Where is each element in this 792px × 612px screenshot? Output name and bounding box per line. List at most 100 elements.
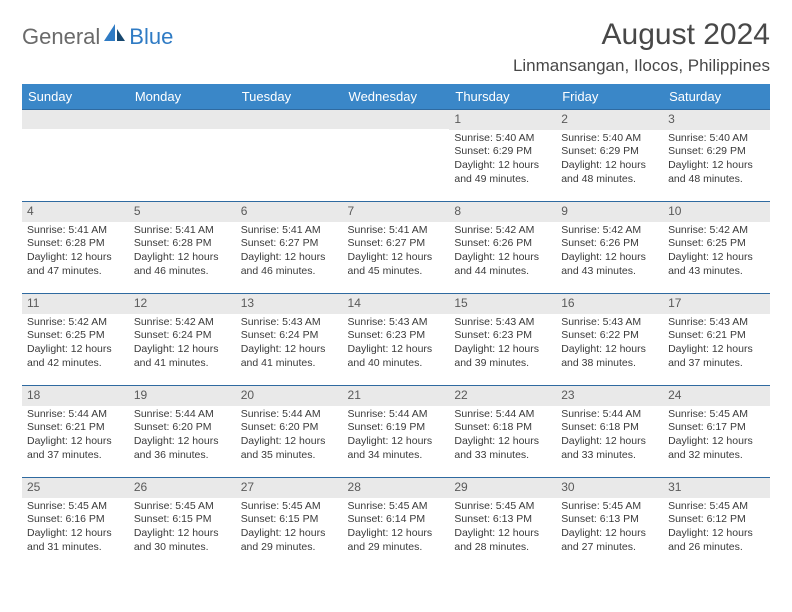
calendar-week-row: 18Sunrise: 5:44 AMSunset: 6:21 PMDayligh…	[22, 386, 770, 478]
day-content: Sunrise: 5:44 AMSunset: 6:20 PMDaylight:…	[236, 406, 343, 466]
calendar-day-cell: 10Sunrise: 5:42 AMSunset: 6:25 PMDayligh…	[663, 202, 770, 294]
sunrise-line: Sunrise: 5:44 AM	[561, 408, 658, 422]
calendar-day-cell: 14Sunrise: 5:43 AMSunset: 6:23 PMDayligh…	[343, 294, 450, 386]
calendar-week-row: 25Sunrise: 5:45 AMSunset: 6:16 PMDayligh…	[22, 478, 770, 570]
page-title: August 2024	[513, 18, 770, 52]
daylight-line: Daylight: 12 hours and 26 minutes.	[668, 527, 765, 554]
day-number: 4	[22, 202, 129, 222]
day-number: 2	[556, 110, 663, 130]
day-content: Sunrise: 5:41 AMSunset: 6:28 PMDaylight:…	[22, 222, 129, 282]
sunset-line: Sunset: 6:21 PM	[668, 329, 765, 343]
daylight-line: Daylight: 12 hours and 30 minutes.	[134, 527, 231, 554]
day-number: 19	[129, 386, 236, 406]
calendar-day-cell	[236, 110, 343, 202]
calendar-day-cell: 8Sunrise: 5:42 AMSunset: 6:26 PMDaylight…	[449, 202, 556, 294]
day-content: Sunrise: 5:43 AMSunset: 6:24 PMDaylight:…	[236, 314, 343, 374]
sunrise-line: Sunrise: 5:42 AM	[668, 224, 765, 238]
calendar-day-cell: 26Sunrise: 5:45 AMSunset: 6:15 PMDayligh…	[129, 478, 236, 570]
day-number: 14	[343, 294, 450, 314]
sunrise-line: Sunrise: 5:40 AM	[668, 132, 765, 146]
day-number: 6	[236, 202, 343, 222]
sunrise-line: Sunrise: 5:45 AM	[27, 500, 124, 514]
day-content: Sunrise: 5:44 AMSunset: 6:18 PMDaylight:…	[449, 406, 556, 466]
sunrise-line: Sunrise: 5:44 AM	[241, 408, 338, 422]
daylight-line: Daylight: 12 hours and 37 minutes.	[27, 435, 124, 462]
daylight-line: Daylight: 12 hours and 43 minutes.	[668, 251, 765, 278]
sunrise-line: Sunrise: 5:41 AM	[27, 224, 124, 238]
day-number: 15	[449, 294, 556, 314]
day-number: 9	[556, 202, 663, 222]
sunrise-line: Sunrise: 5:42 AM	[454, 224, 551, 238]
day-number: 3	[663, 110, 770, 130]
day-content: Sunrise: 5:45 AMSunset: 6:16 PMDaylight:…	[22, 498, 129, 558]
daylight-line: Daylight: 12 hours and 44 minutes.	[454, 251, 551, 278]
calendar-day-cell: 4Sunrise: 5:41 AMSunset: 6:28 PMDaylight…	[22, 202, 129, 294]
daylight-line: Daylight: 12 hours and 45 minutes.	[348, 251, 445, 278]
daylight-line: Daylight: 12 hours and 38 minutes.	[561, 343, 658, 370]
day-number-empty	[236, 110, 343, 129]
calendar-day-cell: 28Sunrise: 5:45 AMSunset: 6:14 PMDayligh…	[343, 478, 450, 570]
calendar-day-cell: 12Sunrise: 5:42 AMSunset: 6:24 PMDayligh…	[129, 294, 236, 386]
sunrise-line: Sunrise: 5:45 AM	[668, 500, 765, 514]
day-content: Sunrise: 5:42 AMSunset: 6:24 PMDaylight:…	[129, 314, 236, 374]
sunset-line: Sunset: 6:15 PM	[134, 513, 231, 527]
day-number-empty	[129, 110, 236, 129]
sunset-line: Sunset: 6:21 PM	[27, 421, 124, 435]
sunrise-line: Sunrise: 5:45 AM	[668, 408, 765, 422]
calendar-day-cell: 24Sunrise: 5:45 AMSunset: 6:17 PMDayligh…	[663, 386, 770, 478]
calendar-page: General Blue August 2024 Linmansangan, I…	[0, 0, 792, 580]
calendar-day-cell: 22Sunrise: 5:44 AMSunset: 6:18 PMDayligh…	[449, 386, 556, 478]
day-content: Sunrise: 5:43 AMSunset: 6:22 PMDaylight:…	[556, 314, 663, 374]
calendar-day-cell: 7Sunrise: 5:41 AMSunset: 6:27 PMDaylight…	[343, 202, 450, 294]
day-number: 5	[129, 202, 236, 222]
sunset-line: Sunset: 6:28 PM	[134, 237, 231, 251]
weekday-header: Tuesday	[236, 84, 343, 110]
sunset-line: Sunset: 6:27 PM	[348, 237, 445, 251]
calendar-day-cell: 16Sunrise: 5:43 AMSunset: 6:22 PMDayligh…	[556, 294, 663, 386]
sunset-line: Sunset: 6:17 PM	[668, 421, 765, 435]
sunset-line: Sunset: 6:18 PM	[561, 421, 658, 435]
day-content: Sunrise: 5:42 AMSunset: 6:25 PMDaylight:…	[22, 314, 129, 374]
calendar-day-cell: 5Sunrise: 5:41 AMSunset: 6:28 PMDaylight…	[129, 202, 236, 294]
weekday-header-row: Sunday Monday Tuesday Wednesday Thursday…	[22, 84, 770, 110]
sunrise-line: Sunrise: 5:41 AM	[134, 224, 231, 238]
sunset-line: Sunset: 6:19 PM	[348, 421, 445, 435]
calendar-week-row: 11Sunrise: 5:42 AMSunset: 6:25 PMDayligh…	[22, 294, 770, 386]
calendar-day-cell: 13Sunrise: 5:43 AMSunset: 6:24 PMDayligh…	[236, 294, 343, 386]
calendar-day-cell: 15Sunrise: 5:43 AMSunset: 6:23 PMDayligh…	[449, 294, 556, 386]
calendar-day-cell: 9Sunrise: 5:42 AMSunset: 6:26 PMDaylight…	[556, 202, 663, 294]
daylight-line: Daylight: 12 hours and 31 minutes.	[27, 527, 124, 554]
day-number: 16	[556, 294, 663, 314]
sunset-line: Sunset: 6:12 PM	[668, 513, 765, 527]
day-content: Sunrise: 5:41 AMSunset: 6:27 PMDaylight:…	[236, 222, 343, 282]
sunrise-line: Sunrise: 5:43 AM	[348, 316, 445, 330]
daylight-line: Daylight: 12 hours and 29 minutes.	[348, 527, 445, 554]
title-block: August 2024 Linmansangan, Ilocos, Philip…	[513, 18, 770, 76]
day-number: 17	[663, 294, 770, 314]
day-content: Sunrise: 5:43 AMSunset: 6:21 PMDaylight:…	[663, 314, 770, 374]
calendar-day-cell	[22, 110, 129, 202]
daylight-line: Daylight: 12 hours and 33 minutes.	[454, 435, 551, 462]
day-number: 12	[129, 294, 236, 314]
calendar-week-row: 1Sunrise: 5:40 AMSunset: 6:29 PMDaylight…	[22, 110, 770, 202]
sunrise-line: Sunrise: 5:42 AM	[27, 316, 124, 330]
sunrise-line: Sunrise: 5:42 AM	[561, 224, 658, 238]
sunrise-line: Sunrise: 5:44 AM	[348, 408, 445, 422]
logo: General Blue	[22, 18, 173, 50]
daylight-line: Daylight: 12 hours and 46 minutes.	[134, 251, 231, 278]
daylight-line: Daylight: 12 hours and 46 minutes.	[241, 251, 338, 278]
daylight-line: Daylight: 12 hours and 36 minutes.	[134, 435, 231, 462]
sunrise-line: Sunrise: 5:40 AM	[561, 132, 658, 146]
calendar-day-cell: 23Sunrise: 5:44 AMSunset: 6:18 PMDayligh…	[556, 386, 663, 478]
weekday-header: Sunday	[22, 84, 129, 110]
daylight-line: Daylight: 12 hours and 40 minutes.	[348, 343, 445, 370]
calendar-day-cell: 3Sunrise: 5:40 AMSunset: 6:29 PMDaylight…	[663, 110, 770, 202]
day-content: Sunrise: 5:45 AMSunset: 6:12 PMDaylight:…	[663, 498, 770, 558]
day-number: 24	[663, 386, 770, 406]
daylight-line: Daylight: 12 hours and 28 minutes.	[454, 527, 551, 554]
sunset-line: Sunset: 6:18 PM	[454, 421, 551, 435]
day-number: 8	[449, 202, 556, 222]
day-number: 23	[556, 386, 663, 406]
day-content: Sunrise: 5:41 AMSunset: 6:28 PMDaylight:…	[129, 222, 236, 282]
weekday-header: Wednesday	[343, 84, 450, 110]
